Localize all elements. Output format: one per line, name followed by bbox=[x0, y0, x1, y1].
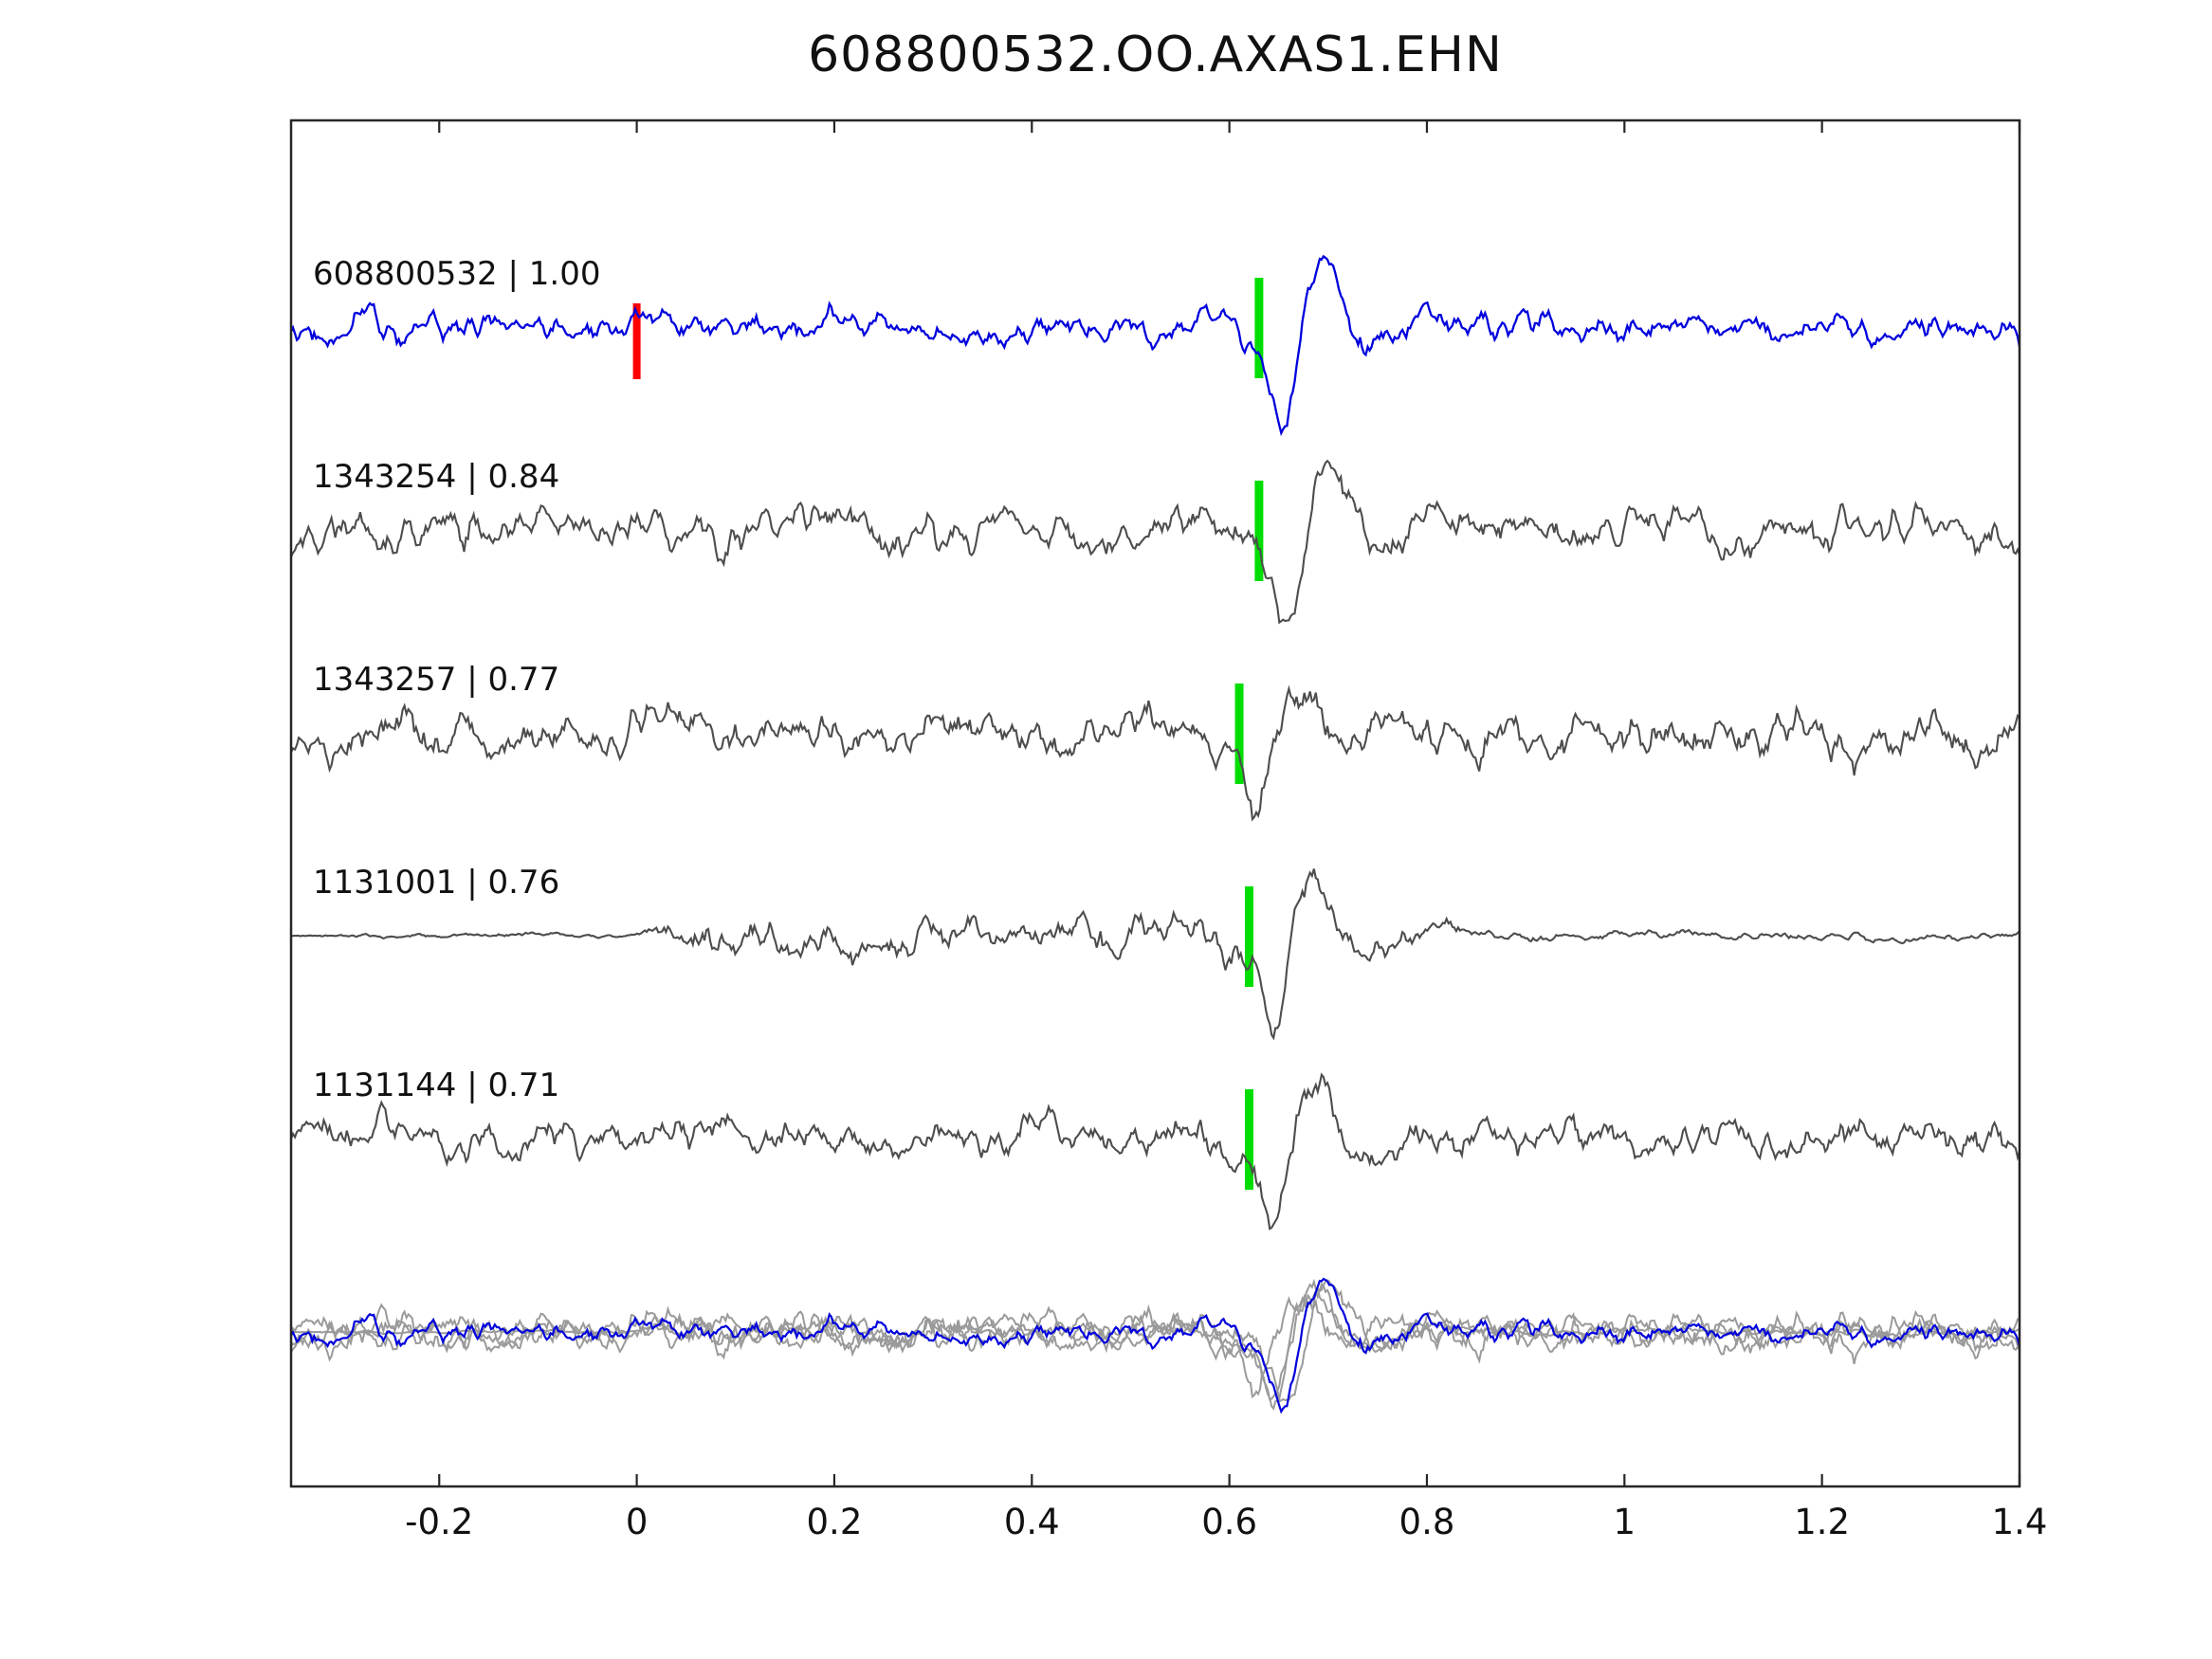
x-tick-label: 1 bbox=[1614, 1502, 1636, 1542]
pick-marker-1131144 bbox=[1244, 1089, 1253, 1190]
x-tick-label: 0.6 bbox=[1201, 1502, 1257, 1542]
waveform-trace-1343254 bbox=[291, 459, 2020, 625]
trace-label-1343257: 1343257 | 0.77 bbox=[313, 661, 559, 699]
overlay-trace-1343254 bbox=[291, 1279, 2020, 1403]
x-tick-label: 0 bbox=[626, 1502, 649, 1542]
figure-title: 608800532.OO.AXAS1.EHN bbox=[808, 27, 1503, 83]
overlay-trace-608800532 bbox=[291, 1277, 2020, 1414]
plot-frame bbox=[289, 118, 2021, 1488]
pick-marker-1343254 bbox=[1254, 481, 1264, 581]
waveform-trace-1131144 bbox=[291, 1072, 2020, 1231]
trace-label-1343254: 1343254 | 0.84 bbox=[313, 458, 559, 496]
x-tick-label: -0.2 bbox=[405, 1502, 473, 1542]
pick-marker-1131001 bbox=[1244, 886, 1253, 987]
waveform-trace-1131001 bbox=[291, 868, 2020, 1041]
x-tick-label: 0.8 bbox=[1399, 1502, 1455, 1542]
waveform-trace-1343257 bbox=[291, 684, 2020, 822]
overlay-trace-1131144 bbox=[291, 1282, 2020, 1401]
pick-marker-608800532 bbox=[1254, 278, 1264, 378]
origin-marker-608800532 bbox=[632, 303, 641, 379]
waveform-trace-608800532 bbox=[291, 254, 2020, 437]
x-tick-label: 0.4 bbox=[1004, 1502, 1060, 1542]
trace-label-608800532: 608800532 | 1.00 bbox=[313, 255, 600, 293]
x-tick-label: 1.2 bbox=[1794, 1502, 1850, 1542]
x-tick-label: 1.4 bbox=[1992, 1502, 2048, 1542]
x-tick-label: 0.2 bbox=[807, 1502, 863, 1542]
trace-label-1131144: 1131144 | 0.71 bbox=[313, 1066, 559, 1104]
pick-marker-1343257 bbox=[1234, 684, 1244, 784]
trace-label-1131001: 1131001 | 0.76 bbox=[313, 864, 559, 902]
